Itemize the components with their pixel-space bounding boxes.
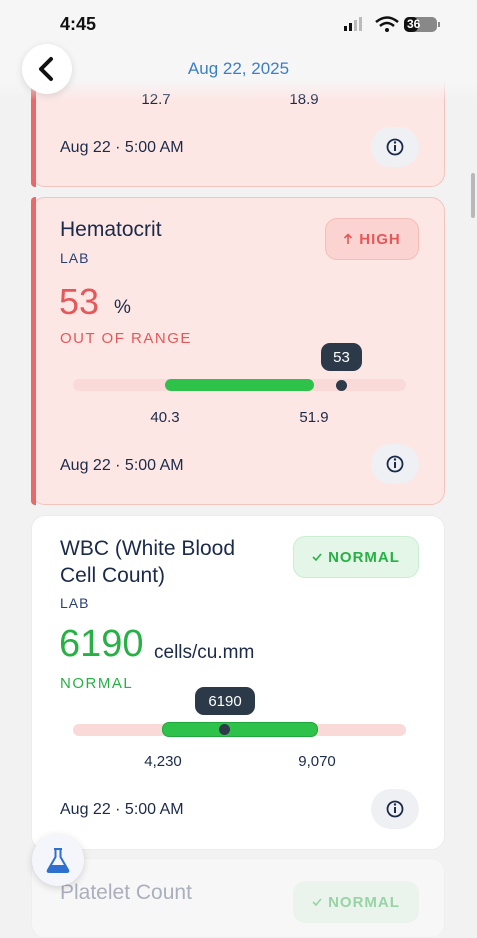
normal-range — [165, 379, 314, 391]
range-marker — [219, 724, 230, 735]
card-title: WBC (White Blood — [60, 537, 236, 560]
card-date: Aug 22 · 5:00 AM — [60, 139, 184, 156]
card-title: Hematocrit — [60, 218, 162, 241]
result-status: OUT OF RANGE — [60, 330, 192, 347]
card-category: LAB — [60, 250, 90, 266]
flask-icon — [46, 848, 70, 873]
back-icon — [39, 57, 53, 81]
badge-text: NORMAL — [328, 548, 400, 566]
result-card: Hematocrit LAB 53 % OUT OF RANGE HIGH 53… — [31, 197, 445, 505]
status-badge: NORMAL — [293, 536, 419, 578]
card-date: Aug 22 · 5:00 AM — [60, 801, 184, 818]
card-title: Cell Count) — [60, 564, 166, 587]
info-button[interactable] — [371, 127, 419, 167]
range-high: 51.9 — [299, 409, 329, 426]
badge-text: HIGH — [359, 230, 401, 248]
result-card: WBC (White Blood Cell Count) LAB 6190 ce… — [31, 515, 445, 850]
badge-text: NORMAL — [328, 893, 400, 911]
range-marker — [336, 380, 347, 391]
battery-level: 36 — [407, 17, 421, 31]
status-badge: NORMAL — [293, 881, 419, 923]
card-category: LAB — [60, 595, 90, 611]
status-time: 4:45 — [60, 14, 97, 34]
scrollbar — [471, 173, 475, 218]
result-value: 53 — [59, 281, 100, 322]
status-icons — [344, 16, 440, 32]
marker-label: 53 — [321, 343, 362, 371]
card-title: Platelet Count — [60, 881, 192, 904]
range-high: 18.9 — [289, 91, 319, 108]
info-button[interactable] — [371, 444, 419, 484]
info-button[interactable] — [371, 789, 419, 829]
normal-range — [163, 723, 317, 736]
range-low: 12.7 — [141, 91, 171, 108]
result-card: Platelet Count NORMAL — [31, 858, 445, 938]
range-low: 4,230 — [144, 753, 182, 770]
range-high: 9,070 — [298, 753, 336, 770]
marker-label: 6190 — [195, 687, 255, 715]
result-unit: % — [114, 297, 131, 318]
result-status: NORMAL — [60, 675, 134, 692]
header-title: Aug 22, 2025 — [187, 59, 290, 78]
back-button[interactable] — [22, 44, 72, 94]
range-low: 40.3 — [150, 409, 180, 426]
card-date: Aug 22 · 5:00 AM — [60, 457, 184, 474]
result-unit: cells/cu.mm — [154, 642, 255, 663]
lab-button[interactable] — [32, 834, 84, 886]
result-card: 12.7 18.9 Aug 22 · 5:00 AM — [31, 60, 445, 187]
status-badge: HIGH — [325, 218, 419, 260]
result-value: 6190 — [59, 623, 144, 665]
